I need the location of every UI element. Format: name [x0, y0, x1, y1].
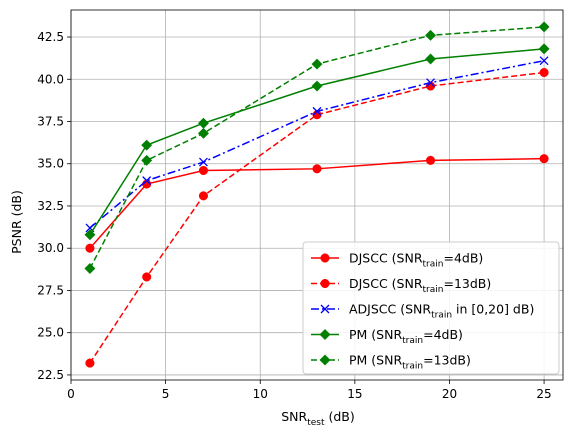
legend-label: PM (SNRtrain=4dB) [349, 327, 463, 346]
series-layer [84, 21, 550, 368]
x-tick-label: 5 [162, 387, 170, 401]
legend-item: PM (SNRtrain=4dB) [311, 327, 463, 346]
legend: DJSCC (SNRtrain=4dB)DJSCC (SNRtrain=13dB… [302, 241, 560, 375]
legend-label: DJSCC (SNRtrain=4dB) [349, 251, 483, 270]
data-point [197, 127, 210, 139]
data-point [142, 272, 152, 282]
legend-label-text: PM (SNR [349, 327, 402, 342]
legend-swatch-marker [319, 328, 331, 341]
legend-item: DJSCC (SNRtrain=13dB) [311, 276, 491, 295]
data-point [142, 176, 152, 186]
data-point [198, 165, 209, 176]
data-point [199, 157, 208, 167]
legend-label-subscript: train [402, 336, 423, 346]
legend-item: ADJSCC (SNRtrain in [0,20] dB) [311, 302, 534, 321]
y-tick-label: 37.5 [37, 115, 64, 129]
legend-swatch-marker [320, 278, 330, 289]
legend-swatch-marker [320, 253, 330, 263]
legend-box [302, 241, 560, 375]
y-tick-label: 22.5 [37, 368, 64, 382]
data-point [84, 262, 96, 275]
x-axis-label: SNRtest (dB) [281, 409, 355, 428]
legend-label: ADJSCC (SNRtrain in [0,20] dB) [349, 302, 534, 321]
y-tick-label: 40.0 [37, 72, 64, 86]
data-point [85, 358, 95, 368]
x-tick-label: 10 [253, 387, 268, 401]
y-tick-label: 30.0 [37, 241, 64, 255]
data-point [312, 106, 322, 116]
data-point [426, 78, 435, 88]
series-3 [85, 56, 549, 233]
data-point [425, 155, 436, 165]
data-point [424, 53, 437, 65]
legend-swatch-marker [320, 304, 330, 314]
data-point [538, 21, 550, 33]
legend-label-subscript: train [431, 311, 452, 321]
x-tick-label: 15 [347, 387, 362, 401]
series-line [89, 59, 545, 229]
x-axis-label-subscript: test [307, 418, 325, 428]
data-point [312, 110, 322, 120]
data-point [312, 164, 322, 174]
y-tick-label: 27.5 [37, 283, 64, 297]
data-point [424, 29, 437, 41]
x-tick-label: 25 [536, 387, 551, 401]
legend-item: PM (SNRtrain=13dB) [311, 353, 471, 372]
legend-label-text: ADJSCC (SNR [349, 302, 431, 317]
series-line [89, 26, 545, 269]
data-point [539, 67, 549, 78]
y-axis-ticks: 22.5 25.0 27.5 30.0 32.5 35.0 37.5 40.0 42.5 [37, 30, 71, 382]
series-line [89, 48, 545, 236]
data-point [141, 154, 153, 166]
data-point [539, 154, 549, 164]
legend-label-suffix: =4dB) [443, 251, 483, 266]
legend-label-subscript: train [423, 285, 444, 295]
legend-label-subscript: train [402, 362, 423, 372]
x-axis-ticks: 0 5 10 15 20 25 [67, 380, 552, 401]
y-tick-label: 32.5 [37, 199, 64, 213]
legend-label-suffix: =13dB) [423, 353, 471, 368]
series-5 [84, 21, 550, 275]
series-line [89, 157, 545, 249]
y-axis-label: PSNR (dB) [9, 190, 24, 254]
legend-swatch-marker [319, 354, 331, 366]
data-point [539, 56, 549, 66]
legend-label-suffix: =13dB) [443, 276, 491, 291]
legend-label-suffix: =4dB) [423, 327, 463, 342]
legend-label: PM (SNRtrain=13dB) [349, 353, 471, 372]
data-point [538, 43, 550, 55]
legend-label: DJSCC (SNRtrain=13dB) [349, 276, 491, 295]
data-point [84, 229, 96, 241]
data-point [197, 117, 210, 129]
series-4 [84, 43, 550, 241]
x-axis-label-main: SNR [281, 409, 307, 424]
legend-item: DJSCC (SNRtrain=4dB) [311, 251, 483, 270]
data-point [85, 243, 95, 253]
data-point [311, 58, 323, 70]
x-tick-label: 20 [442, 387, 457, 401]
legend-label-subscript: train [423, 260, 444, 270]
legend-label-text: PM (SNR [349, 353, 402, 368]
series-line [89, 71, 545, 364]
y-tick-label: 35.0 [37, 157, 64, 171]
legend-label-text: DJSCC (SNR [349, 251, 423, 266]
data-point [141, 139, 153, 151]
x-axis-label-suffix: (dB) [325, 409, 355, 424]
data-point [311, 80, 323, 92]
y-tick-label: 25.0 [37, 326, 64, 340]
legend-label-text: DJSCC (SNR [349, 276, 423, 291]
data-point [198, 191, 209, 201]
plot-frame [70, 9, 564, 381]
x-tick-label: 0 [67, 387, 75, 401]
y-tick-label: 42.5 [37, 30, 64, 44]
series-1 [85, 154, 549, 253]
legend-label-suffix: in [0,20] dB) [452, 302, 534, 317]
